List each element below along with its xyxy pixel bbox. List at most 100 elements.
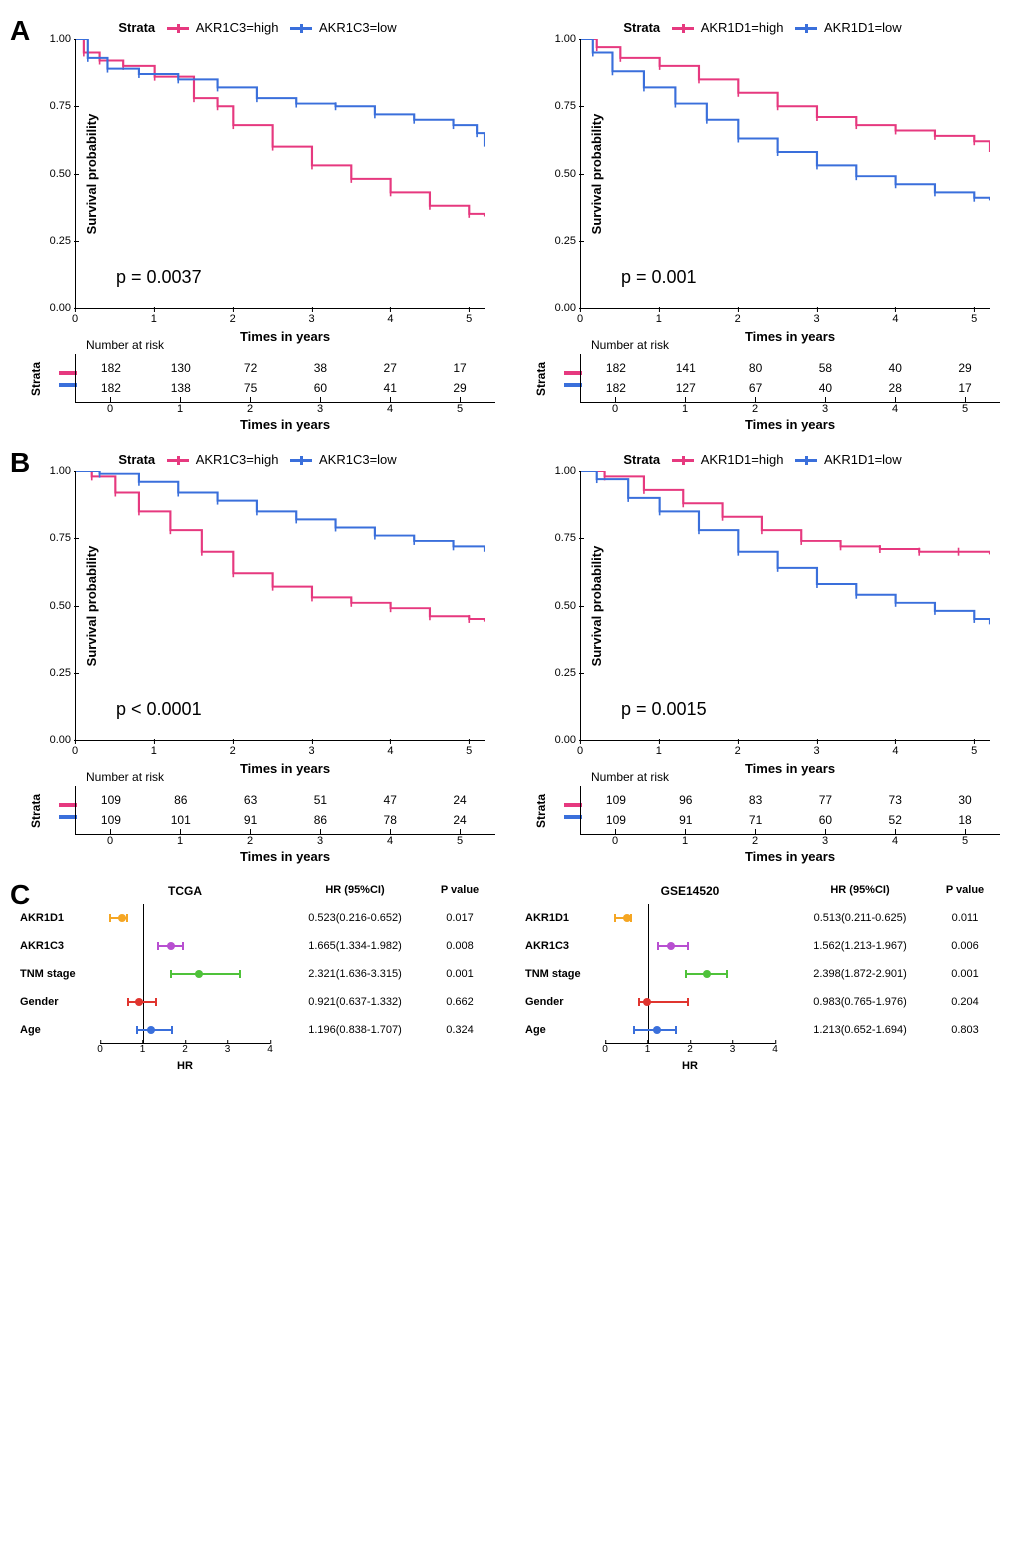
forest-xtick: 2 [182, 1044, 188, 1055]
km-plot-area: Survival probability 0.000.250.500.751.0… [75, 471, 485, 741]
risk-xtick: 4 [860, 835, 930, 847]
risk-title: Number at risk [86, 338, 164, 352]
legend-label-low: AKR1C3=low [319, 20, 397, 35]
risk-cell: 101 [146, 813, 216, 827]
risk-xtick: 1 [650, 835, 720, 847]
risk-xtick: 3 [790, 835, 860, 847]
risk-cell: 29 [930, 361, 1000, 375]
risk-cell: 86 [146, 793, 216, 807]
forest-data: HR (95%CI) 0.523(0.216-0.652)1.665(1.334… [270, 884, 495, 1072]
forest-item [100, 932, 270, 960]
risk-xticks: 012345 [580, 835, 1000, 847]
forest-row-label: TNM stage [20, 960, 100, 988]
x-tick: 1 [151, 745, 157, 757]
forest-p-cell: 0.662 [425, 988, 495, 1016]
y-tick: 0.00 [546, 302, 576, 314]
forest-p-cell: 0.324 [425, 1016, 495, 1044]
km-panel: Strata AKR1C3=high AKR1C3=low Survival p… [20, 452, 495, 864]
km-plot-area: Survival probability 0.000.250.500.751.0… [580, 39, 990, 309]
risk-cell: 38 [285, 361, 355, 375]
risk-swatch-low [59, 815, 77, 819]
forest-xtick: 3 [730, 1044, 736, 1055]
risk-xticks: 012345 [75, 403, 495, 415]
y-ticks: 0.000.250.500.751.00 [41, 471, 71, 740]
forest-p-col: P value 0.0110.0060.0010.2040.803 [930, 884, 1000, 1072]
risk-row-low: 18213875604129 [76, 378, 495, 398]
risk-cell: 60 [285, 381, 355, 395]
forest-item [100, 960, 270, 988]
risk-cell: 40 [860, 361, 930, 375]
forest-p-cell: 0.008 [425, 932, 495, 960]
risk-table: Strata Number at risk 1099683777330 1099… [525, 786, 1000, 835]
forest-point [195, 970, 203, 978]
risk-cell: 182 [581, 381, 651, 395]
forest-p-col: P value 0.0170.0080.0010.6620.324 [425, 884, 495, 1072]
risk-swatch-low [564, 815, 582, 819]
x-tick: 4 [387, 745, 393, 757]
legend-swatch-high [672, 459, 694, 462]
x-tick: 3 [813, 313, 819, 325]
y-tick: 0.75 [546, 532, 576, 544]
risk-xtick: 1 [145, 835, 215, 847]
risk-cell: 91 [216, 813, 286, 827]
risk-xtick: 4 [355, 835, 425, 847]
risk-row-low: 18212767402817 [581, 378, 1000, 398]
legend-label-high: AKR1D1=high [701, 452, 784, 467]
forest-panel: AKR1D1AKR1C3TNM stageGenderAge GSE14520 [525, 884, 1000, 1072]
forest-area [100, 904, 270, 1044]
risk-strata-label: Strata [20, 354, 75, 403]
forest-xtick: 1 [140, 1044, 146, 1055]
y-tick: 0.25 [546, 235, 576, 247]
legend-swatch-high [167, 27, 189, 30]
forest-p-cell: 0.204 [930, 988, 1000, 1016]
risk-x-axis-label: Times in years [75, 417, 495, 432]
p-value: p = 0.0037 [116, 267, 202, 288]
risk-swatch-high [59, 371, 77, 375]
x-tick: 5 [466, 313, 472, 325]
risk-cell: 51 [285, 793, 355, 807]
risk-cell: 75 [216, 381, 286, 395]
risk-title: Number at risk [591, 770, 669, 784]
risk-xtick: 3 [285, 835, 355, 847]
x-tick: 0 [577, 745, 583, 757]
legend-label-high: AKR1C3=high [196, 20, 279, 35]
y-tick: 0.50 [546, 600, 576, 612]
risk-row-high: 18214180584029 [581, 358, 1000, 378]
x-tick: 3 [813, 745, 819, 757]
y-tick: 0.00 [41, 302, 71, 314]
risk-cell: 182 [76, 381, 146, 395]
forest-data: HR (95%CI) 0.513(0.211-0.625)1.562(1.213… [775, 884, 1000, 1072]
risk-table: Strata Number at risk 1098663514724 1091… [20, 786, 495, 835]
forest-hr-cell: 1.562(1.213-1.967) [790, 932, 930, 960]
forest-plot: TCGA [100, 884, 270, 1072]
risk-strata-label: Strata [525, 786, 580, 835]
risk-cell: 27 [355, 361, 425, 375]
forest-hr-cell: 1.213(0.652-1.694) [790, 1016, 930, 1044]
risk-cell: 83 [721, 793, 791, 807]
forest-item [605, 904, 775, 932]
risk-cell: 182 [581, 361, 651, 375]
risk-cell: 109 [76, 813, 146, 827]
risk-swatch-low [564, 383, 582, 387]
forest-hr-cell: 0.921(0.637-1.332) [285, 988, 425, 1016]
forest-hr-cell: 0.983(0.765-1.976) [790, 988, 930, 1016]
risk-swatch-low [59, 383, 77, 387]
forest-xtick: 0 [602, 1044, 608, 1055]
x-tick: 0 [72, 745, 78, 757]
risk-cell: 24 [425, 813, 495, 827]
risk-strata-label: Strata [525, 354, 580, 403]
risk-xtick: 0 [75, 835, 145, 847]
forest-hr-col: HR (95%CI) 0.513(0.211-0.625)1.562(1.213… [790, 884, 930, 1072]
x-tick: 2 [230, 745, 236, 757]
risk-xtick: 3 [790, 403, 860, 415]
forest-p-header: P value [425, 884, 495, 904]
forest-item [605, 960, 775, 988]
risk-xtick: 0 [75, 403, 145, 415]
forest-item [100, 988, 270, 1016]
x-tick: 3 [308, 745, 314, 757]
risk-x-axis-label: Times in years [580, 417, 1000, 432]
forest-xtick: 0 [97, 1044, 103, 1055]
forest-xtick: 2 [687, 1044, 693, 1055]
risk-xticks: 012345 [75, 835, 495, 847]
risk-xtick: 1 [650, 403, 720, 415]
